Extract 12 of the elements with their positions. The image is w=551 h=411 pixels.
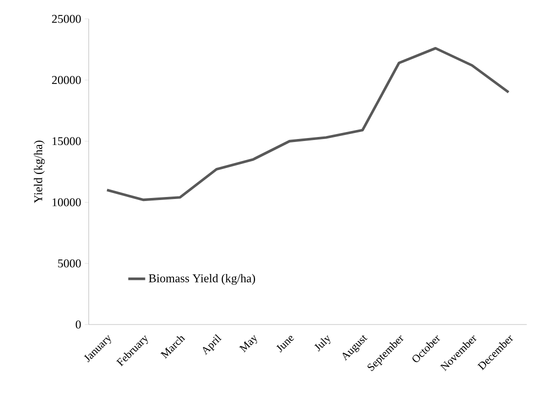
legend-label: Biomass Yield (kg/ha) [148, 274, 256, 285]
x-tick-label: June [276, 336, 294, 352]
y-tick-label: 10000 [52, 198, 81, 206]
y-tick-label: 0 [76, 320, 81, 328]
y-tick-label: 25000 [52, 14, 81, 23]
y-tick-label: 15000 [52, 137, 81, 146]
line-series [106, 46, 510, 202]
y-tick-label: 20000 [52, 76, 81, 84]
y-axis-title: Yield (kg/ha) [34, 140, 45, 204]
x-tick-label: July [314, 335, 330, 352]
x-tick-label: May [239, 334, 258, 352]
y-tick-label: 5000 [58, 259, 81, 268]
